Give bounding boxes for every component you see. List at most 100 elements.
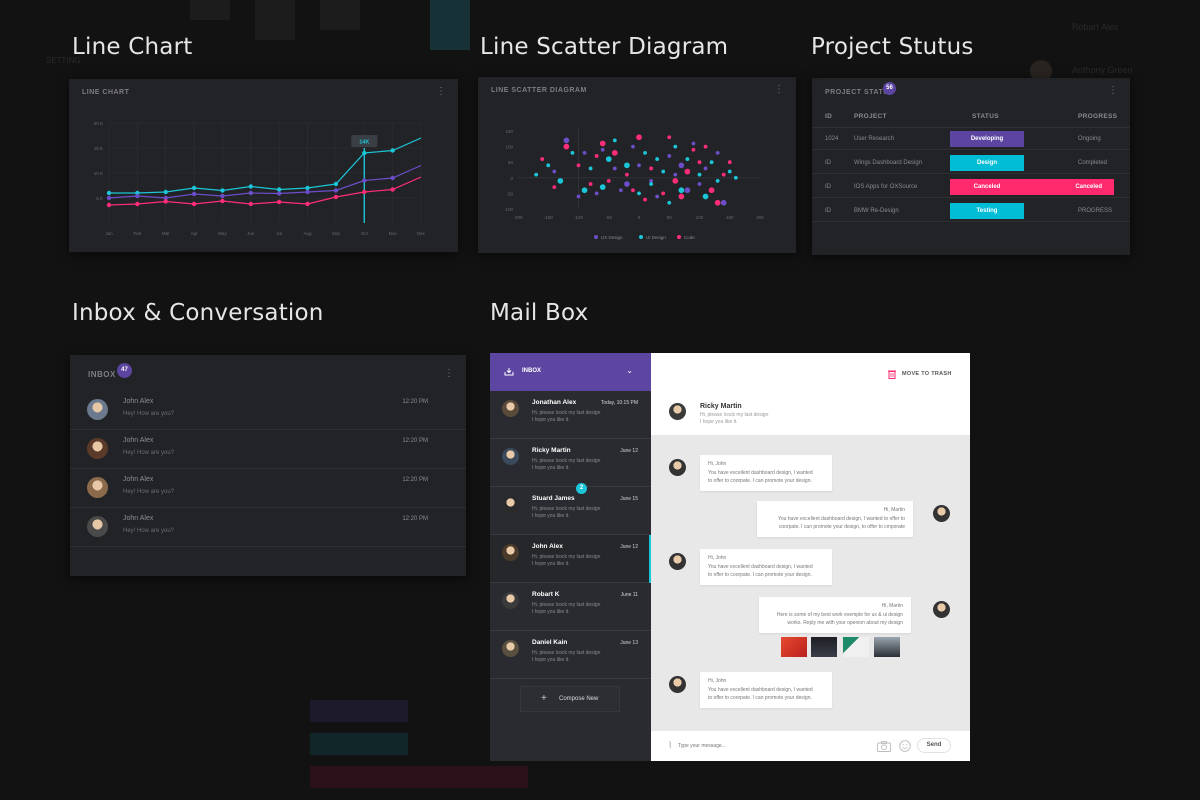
scatter-point[interactable] [540, 157, 545, 161]
scatter-point[interactable] [599, 140, 606, 147]
data-point[interactable] [248, 201, 254, 207]
scatter-point[interactable] [714, 199, 721, 206]
scatter-point[interactable] [691, 141, 696, 146]
scatter-point[interactable] [612, 166, 617, 171]
scatter-point[interactable] [618, 188, 623, 193]
scatter-point[interactable] [678, 162, 685, 169]
data-point[interactable] [135, 193, 140, 199]
table-row[interactable]: ID BMW Re-Design Testing PROGRESS [812, 200, 1130, 222]
data-point[interactable] [220, 193, 225, 199]
scatter-point[interactable] [582, 150, 587, 155]
data-point[interactable] [390, 187, 395, 192]
list-item[interactable]: John Alex Hey! How are you? 12:20 PM [70, 508, 466, 547]
list-item[interactable]: John Alex Hey! How are you? 12:20 PM [70, 469, 466, 508]
scatter-point[interactable] [576, 163, 581, 168]
data-point[interactable] [163, 189, 168, 195]
scatter-point[interactable] [697, 182, 702, 186]
data-point[interactable] [390, 175, 395, 181]
attachment-icon[interactable]: ⌇ [668, 740, 673, 750]
data-point[interactable] [362, 189, 367, 195]
scatter-point[interactable] [655, 194, 660, 199]
scatter-point[interactable] [588, 182, 593, 186]
scatter-point[interactable] [703, 166, 708, 171]
mail-item[interactable]: John Alex June 12 Hi, please lcock my last… [490, 535, 651, 583]
list-item[interactable]: John Alex Hey! How are you? 12:20 PM [70, 391, 466, 430]
data-point[interactable] [305, 185, 310, 191]
scatter-point[interactable] [691, 147, 696, 152]
data-point[interactable] [106, 195, 112, 201]
data-point[interactable] [276, 191, 282, 196]
scatter-point[interactable] [667, 135, 672, 140]
scatter-point[interactable] [649, 166, 653, 171]
scatter-point[interactable] [685, 157, 690, 161]
data-point[interactable] [191, 201, 197, 207]
scatter-point[interactable] [570, 150, 575, 155]
table-row[interactable]: 1024 User Research Developing Ongoing [812, 128, 1130, 150]
move-to-trash-button[interactable]: MOVE TO TRASH [902, 371, 952, 377]
data-point[interactable] [390, 148, 395, 153]
scatter-point[interactable] [611, 149, 618, 156]
scatter-point[interactable] [546, 163, 551, 168]
scatter-point[interactable] [563, 143, 570, 150]
mail-item[interactable]: Ricky Martin June 12 Hi, please lcock my l… [490, 439, 651, 487]
data-point[interactable] [276, 187, 282, 192]
list-item[interactable]: John Alex Hey! How are you? 12:20 PM [70, 430, 466, 469]
scatter-point[interactable] [606, 179, 611, 183]
scatter-point[interactable] [649, 182, 653, 186]
scatter-point[interactable] [703, 144, 708, 149]
scatter-point[interactable] [673, 144, 678, 149]
scatter-point[interactable] [588, 166, 593, 171]
data-point[interactable] [191, 185, 197, 191]
scatter-point[interactable] [624, 162, 630, 169]
data-point[interactable] [106, 202, 112, 208]
scatter-point[interactable] [727, 169, 732, 174]
scatter-point[interactable] [715, 150, 720, 155]
scatter-point[interactable] [661, 191, 666, 196]
data-point[interactable] [333, 188, 339, 193]
data-point[interactable] [276, 199, 282, 205]
scatter-point[interactable] [605, 156, 612, 162]
more-options-icon[interactable]: ⋮ [436, 86, 446, 97]
scatter-point[interactable] [557, 178, 564, 184]
scatter-point[interactable] [563, 137, 570, 144]
scatter-point[interactable] [636, 134, 642, 141]
data-point[interactable] [333, 181, 339, 187]
attachment-thumbnail[interactable] [874, 637, 900, 657]
scatter-point[interactable] [649, 179, 653, 183]
attachment-thumbnail[interactable] [811, 637, 837, 657]
scatter-point[interactable] [727, 160, 732, 165]
scatter-point[interactable] [594, 154, 599, 158]
folder-header[interactable]: INBOX ⌄ [490, 353, 651, 391]
scatter-point[interactable] [581, 187, 588, 194]
data-point[interactable] [163, 195, 168, 201]
scatter-point[interactable] [600, 147, 605, 152]
data-point[interactable] [248, 190, 254, 196]
scatter-point[interactable] [702, 193, 709, 200]
chevron-down-icon[interactable]: ⌄ [626, 366, 633, 375]
data-point[interactable] [305, 201, 310, 207]
scatter-point[interactable] [697, 160, 702, 165]
mail-item[interactable]: Daniel Kain June 13 Hi, please lcock my la… [490, 631, 651, 679]
send-button[interactable]: Send [917, 738, 951, 753]
scatter-point[interactable] [708, 187, 715, 194]
scatter-point[interactable] [673, 172, 678, 177]
scatter-point[interactable] [631, 144, 635, 149]
scatter-point[interactable] [715, 179, 720, 183]
data-point[interactable] [305, 189, 310, 195]
scatter-point[interactable] [678, 193, 685, 200]
scatter-point[interactable] [697, 172, 702, 177]
mail-item[interactable]: Robart K June 11 Hi, please lcock my last … [490, 583, 651, 631]
data-point[interactable] [191, 191, 197, 197]
scatter-point[interactable] [667, 200, 672, 205]
camera-icon[interactable] [877, 741, 891, 752]
message-input[interactable] [678, 740, 848, 752]
attachment-thumbnail[interactable] [781, 637, 807, 657]
scatter-point[interactable] [576, 194, 581, 199]
scatter-point[interactable] [612, 138, 617, 143]
compose-button[interactable]: + Compose New [520, 686, 620, 712]
scatter-point[interactable] [661, 169, 666, 174]
data-point[interactable] [333, 194, 339, 200]
more-options-icon[interactable]: ⋮ [774, 84, 784, 95]
mail-item[interactable]: Jonathan Alex Today, 10:15 PM Hi, please l… [490, 391, 651, 439]
scatter-point[interactable] [643, 150, 647, 155]
